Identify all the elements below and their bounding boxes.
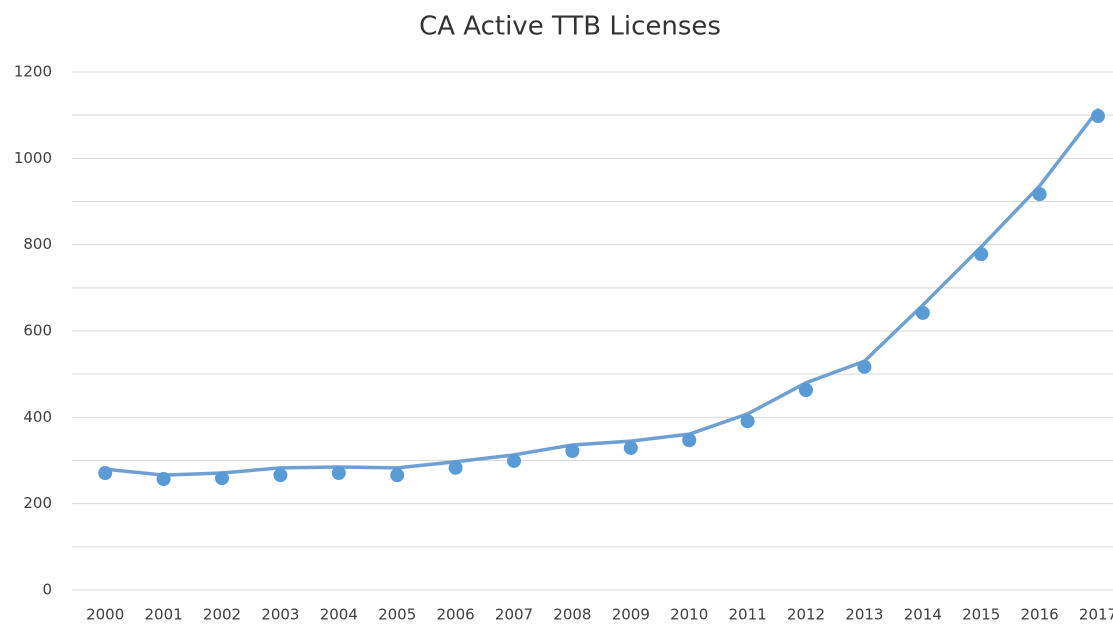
marker	[331, 466, 346, 481]
x-tick-label: 2011	[729, 606, 767, 624]
marker	[448, 460, 463, 475]
x-tick-label: 2007	[495, 606, 533, 624]
y-tick-label: 400	[23, 408, 52, 426]
x-tick-label: 2001	[145, 606, 183, 624]
marker	[1032, 187, 1047, 202]
marker	[974, 247, 989, 262]
x-tick-label: 2000	[86, 606, 124, 624]
x-tick-label: 2004	[320, 606, 358, 624]
x-tick-label: 2013	[845, 606, 883, 624]
y-tick-label: 1200	[14, 63, 52, 81]
marker	[273, 468, 288, 483]
x-tick-label: 2014	[904, 606, 942, 624]
y-tick-label: 1000	[14, 149, 52, 167]
line	[103, 108, 1100, 477]
chart-title: CA Active TTB Licenses	[419, 12, 721, 42]
y-tick-label: 800	[23, 235, 52, 253]
x-tick-label: 2016	[1021, 606, 1059, 624]
marker	[740, 414, 755, 429]
marker	[215, 471, 229, 486]
x-tick-label: 2006	[437, 606, 475, 624]
x-tick-label: 2002	[203, 606, 241, 624]
x-tick-label: 2017	[1079, 606, 1113, 624]
x-tick-label: 2005	[378, 606, 416, 624]
x-tick-label: 2008	[553, 606, 591, 624]
x-tick-label: 2003	[261, 606, 299, 624]
marker	[799, 383, 813, 398]
marker	[682, 433, 697, 448]
x-tick-label: 2012	[787, 606, 825, 624]
y-tick-label: 200	[23, 494, 52, 512]
marker	[857, 359, 872, 374]
marker	[915, 305, 930, 320]
x-tick-label: 2015	[962, 606, 1000, 624]
marker	[390, 468, 405, 483]
marker	[98, 466, 113, 481]
y-tick-label: 600	[23, 322, 52, 340]
marker	[1091, 109, 1105, 124]
x-tick-label: 2010	[670, 606, 708, 624]
marker	[156, 472, 171, 487]
marker	[565, 444, 580, 459]
marker	[507, 453, 521, 468]
marker	[623, 440, 638, 455]
y-tick-label: 0	[42, 581, 52, 599]
x-tick-label: 2009	[612, 606, 650, 624]
